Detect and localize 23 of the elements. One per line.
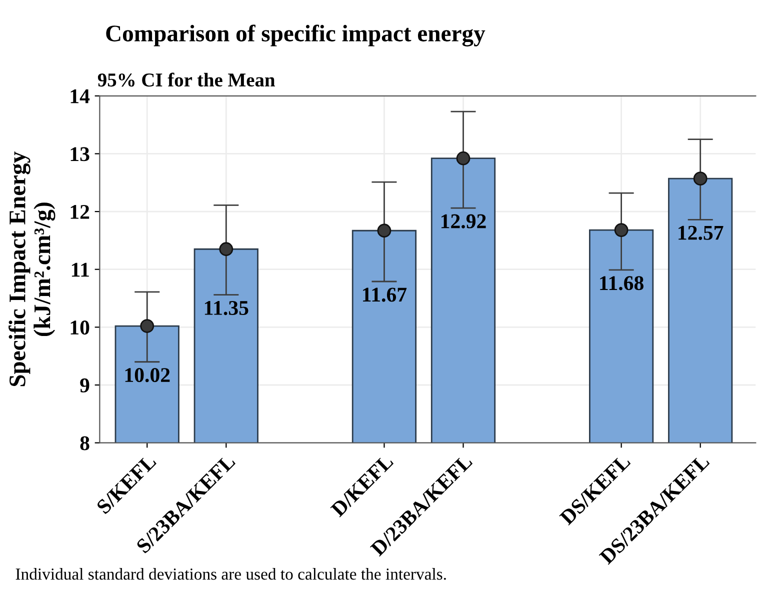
data-label: 12.57: [678, 226, 724, 240]
point: [456, 151, 470, 166]
y-axis-title: Specific Impact Energy (kJ/m².cm³/g): [8, 152, 56, 386]
point: [693, 172, 708, 186]
y-tick-label: 12: [70, 204, 90, 219]
data-label: 11.67: [363, 288, 407, 302]
chart-title: Comparison of specific impact energy: [106, 24, 486, 46]
y-tick-label: 10: [70, 320, 90, 335]
text: Individual standard deviations are used to calculate the intervals.: [16, 568, 446, 580]
data-label: 11.68: [600, 276, 644, 290]
y-tick-label: 8: [80, 436, 90, 450]
point: [377, 224, 392, 238]
y-tick-label: 11: [72, 262, 89, 277]
point: [140, 319, 154, 333]
data-label: 10.02: [125, 368, 170, 382]
y-tick-label: 9: [80, 378, 90, 392]
data-label: 12.92: [441, 214, 486, 228]
y-tick-label: 14: [70, 89, 90, 104]
y-tick-label: 13: [70, 147, 90, 162]
point: [614, 223, 628, 237]
point: [219, 242, 234, 256]
data-label: 11.35: [204, 301, 248, 316]
chart-subtitle: 95% CI for the Mean: [98, 72, 275, 87]
